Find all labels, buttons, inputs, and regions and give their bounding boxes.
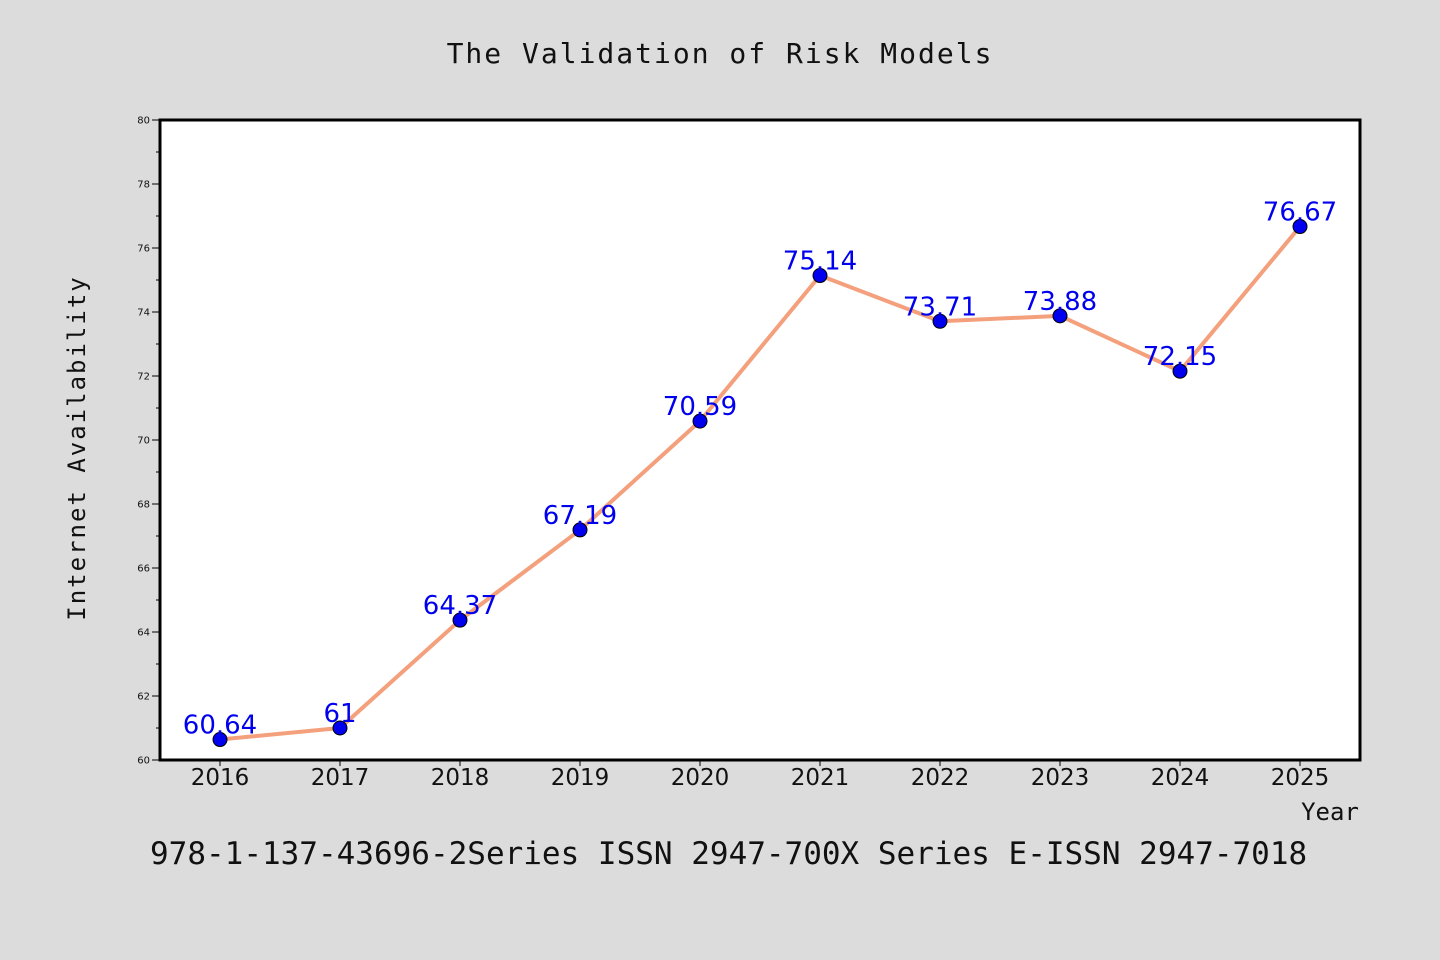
y-axis: 60 62 64 66 68 70 72 74 76 78 80 <box>137 116 160 767</box>
y-axis-label: Internet Availability <box>63 275 91 620</box>
y-tick-label: 76 <box>137 244 150 255</box>
data-label: 73.88 <box>1023 287 1097 317</box>
data-point <box>1292 219 1308 235</box>
series-group: 60.64 61 64.37 67.19 70.59 75.14 73.71 73.88 72.… <box>183 198 1337 748</box>
y-tick-label: 70 <box>137 436 150 447</box>
x-tick-label: 2023 <box>1031 765 1090 791</box>
data-point <box>1052 308 1068 324</box>
data-label: 67.19 <box>543 501 617 531</box>
data-point <box>1172 363 1188 379</box>
data-point <box>692 413 708 429</box>
data-point <box>572 522 588 538</box>
x-tick-label: 2025 <box>1271 765 1330 791</box>
data-point <box>932 313 948 329</box>
x-tick-label: 2021 <box>791 765 850 791</box>
chart-title: The Validation of Risk Models <box>447 37 994 70</box>
series-line <box>218 224 1302 742</box>
y-tick-label: 72 <box>137 372 150 383</box>
data-label: 60.64 <box>183 711 257 741</box>
plot-area <box>160 120 1360 760</box>
data-label: 61 <box>323 699 356 729</box>
y-tick-label: 74 <box>137 308 150 319</box>
y-tick-label: 64 <box>137 628 150 639</box>
x-tick-label: 2022 <box>911 765 970 791</box>
y-tick-label: 80 <box>137 116 150 127</box>
y-tick-label: 60 <box>137 756 150 767</box>
data-label: 64.37 <box>423 591 497 621</box>
data-label: 75.14 <box>783 247 857 277</box>
x-tick-label: 2016 <box>191 765 250 791</box>
x-axis: 2016 2017 2018 2019 2020 2021 2022 2023 2024 2025 <box>191 760 1330 791</box>
x-tick-label: 2018 <box>431 765 490 791</box>
data-point <box>212 732 228 748</box>
y-tick-label: 66 <box>137 564 150 575</box>
x-tick-label: 2017 <box>311 765 370 791</box>
x-tick-label: 2019 <box>551 765 610 791</box>
data-point <box>332 720 348 736</box>
x-tick-label: 2020 <box>671 765 730 791</box>
data-label: 73.71 <box>903 292 977 322</box>
caption-text: 978-1-137-43696-2Series ISSN 2947-700X S… <box>150 836 1307 872</box>
data-point <box>812 268 828 284</box>
data-label: 72.15 <box>1143 342 1217 372</box>
plot-frame <box>158 118 1362 762</box>
y-tick-label: 78 <box>137 180 150 191</box>
y-tick-label: 68 <box>137 500 150 511</box>
y-tick-label: 62 <box>137 692 150 703</box>
data-label: 70.59 <box>663 392 737 422</box>
data-label: 76.67 <box>1263 198 1337 228</box>
data-point <box>452 612 468 628</box>
x-tick-label: 2024 <box>1151 765 1210 791</box>
x-axis-label: Year <box>1301 798 1359 826</box>
